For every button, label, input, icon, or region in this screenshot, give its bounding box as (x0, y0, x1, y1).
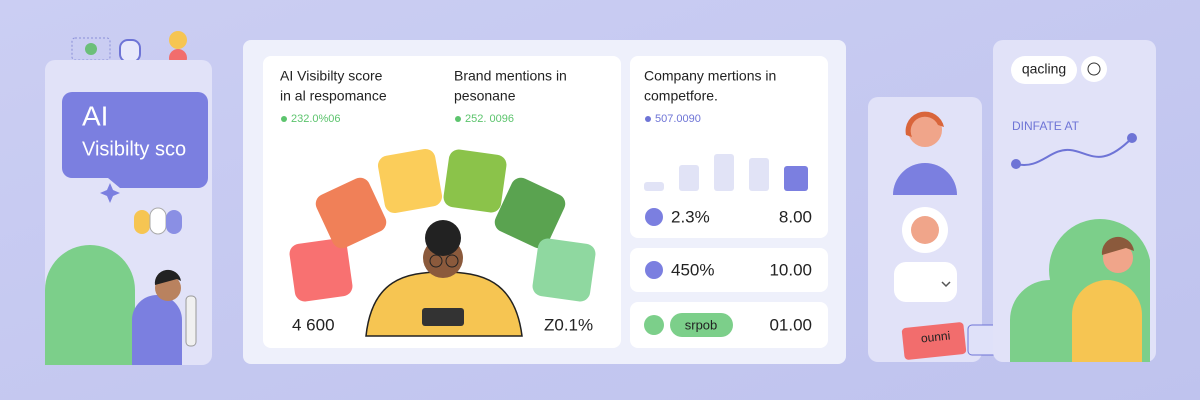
status-dot (455, 116, 461, 122)
clock-face (1087, 62, 1101, 76)
chat-bubbles (134, 207, 182, 235)
dropdown[interactable] (894, 262, 957, 302)
company-label: Company mertions in (644, 68, 776, 84)
row-left: srpob (685, 317, 718, 332)
row-right: 10.00 (769, 260, 812, 279)
company-card (630, 56, 828, 238)
dropdown-arrow (941, 281, 951, 288)
person-center (365, 220, 523, 337)
avatar-face (911, 216, 939, 244)
row-dot (645, 208, 663, 226)
row-left: 450% (671, 260, 714, 279)
company-label: competfore. (644, 88, 718, 104)
tag-box (901, 322, 967, 360)
pill-label: qacling (1022, 61, 1066, 77)
badge (62, 92, 208, 188)
avatar-top (893, 111, 957, 195)
bottom-right-value: Z0.1% (544, 315, 593, 334)
status-dot (645, 116, 651, 122)
score-label: AI Visibilty score (280, 68, 383, 84)
status-dot (281, 116, 287, 122)
bush (45, 245, 135, 365)
score-value: 232.0%06 (291, 113, 341, 125)
mentions-label: pesonane (454, 88, 516, 104)
badge-title: AI (82, 100, 108, 131)
bottom-left-value: 4 600 (292, 315, 335, 334)
row-dot (645, 261, 663, 279)
score-label: in al respomance (280, 88, 387, 104)
clock-icon[interactable] (1081, 56, 1107, 82)
company-value: 507.0090 (655, 113, 701, 125)
trend-point (1127, 133, 1137, 143)
person-left (132, 269, 197, 365)
trend-line (1015, 137, 1133, 167)
row-pill[interactable] (670, 313, 733, 337)
badge-subtitle: Visibilty sco (82, 138, 186, 160)
row-card (630, 248, 828, 292)
chart-label: DINFATE AT (1012, 119, 1080, 133)
row-left: 2.3% (671, 207, 710, 226)
metrics-card (263, 56, 621, 348)
mentions-value: 252. 0096 (465, 113, 514, 125)
person-right (1072, 236, 1142, 362)
pill[interactable] (1011, 56, 1077, 84)
row-dot (644, 315, 664, 335)
tag-label: ounni (920, 328, 951, 345)
mentions-label: Brand mentions in (454, 68, 567, 84)
row-right: 01.00 (769, 315, 812, 334)
gauge (289, 148, 596, 302)
row-right: 8.00 (779, 207, 812, 226)
trend-point (1011, 159, 1021, 169)
sparkle (100, 183, 120, 203)
mini-bars (644, 154, 808, 191)
